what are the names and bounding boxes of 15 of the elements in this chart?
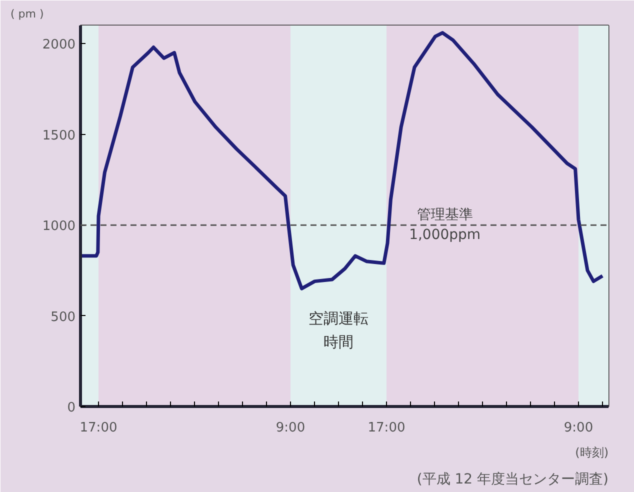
y-tick-label: 1000 (42, 219, 76, 234)
x-tick-label: 17:00 (80, 420, 118, 436)
x-tick-label: 9:00 (276, 420, 306, 436)
y-tick-label: 2000 (42, 38, 76, 53)
x-tick-label: 9:00 (564, 420, 594, 436)
band-label: 空調運転時間 (308, 310, 368, 351)
y-tick-label: 500 (50, 310, 76, 325)
line-series (80, 31, 604, 290)
ref-line-label: 管理基準 1,000ppm (409, 207, 481, 244)
x-tick-label: 17:00 (368, 420, 406, 436)
text: (平成 12 年度当センター調査) (416, 472, 608, 488)
y-axis-title: ( pm ) (10, 8, 44, 20)
x-axis-title: (時刻) (575, 446, 609, 460)
y-tick-label: 0 (67, 400, 76, 416)
y-tick-label: 1500 (42, 128, 76, 144)
